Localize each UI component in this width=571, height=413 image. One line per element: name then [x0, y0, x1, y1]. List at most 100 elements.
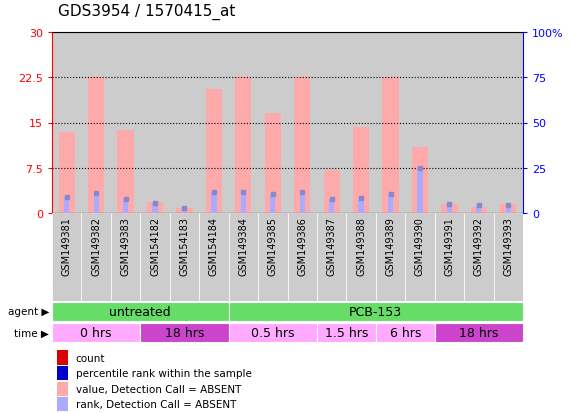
- Text: GSM154182: GSM154182: [150, 216, 160, 275]
- Bar: [211, 193, 216, 214]
- Bar: [206, 90, 222, 214]
- Bar: [493, 214, 523, 301]
- Text: 18 hrs: 18 hrs: [459, 326, 498, 339]
- Bar: [493, 33, 523, 214]
- Text: GSM149393: GSM149393: [503, 216, 513, 275]
- Bar: [471, 207, 487, 214]
- Bar: [152, 204, 158, 214]
- Text: GSM149387: GSM149387: [327, 216, 337, 275]
- Bar: [376, 323, 435, 342]
- Bar: [353, 128, 369, 214]
- Bar: [228, 214, 258, 301]
- Bar: [435, 214, 464, 301]
- Bar: [241, 193, 246, 214]
- Bar: [447, 204, 452, 214]
- Bar: [435, 33, 464, 214]
- Text: GSM149381: GSM149381: [62, 216, 72, 275]
- Bar: [94, 194, 99, 214]
- Bar: [57, 366, 69, 380]
- Bar: [329, 200, 334, 214]
- Bar: [417, 169, 423, 214]
- Bar: [118, 131, 134, 214]
- Text: percentile rank within the sample: percentile rank within the sample: [75, 368, 251, 378]
- Text: GSM149389: GSM149389: [385, 216, 396, 275]
- Bar: [288, 214, 317, 301]
- Bar: [317, 214, 347, 301]
- Text: GSM149391: GSM149391: [444, 216, 455, 275]
- Bar: [140, 323, 228, 342]
- Text: GSM149383: GSM149383: [120, 216, 131, 275]
- Bar: [359, 198, 364, 214]
- Bar: [435, 323, 523, 342]
- Bar: [52, 214, 82, 301]
- Text: 1.5 hrs: 1.5 hrs: [325, 326, 368, 339]
- Bar: [182, 208, 187, 214]
- Text: GDS3954 / 1570415_at: GDS3954 / 1570415_at: [58, 4, 235, 20]
- Bar: [506, 205, 511, 214]
- Text: GSM149390: GSM149390: [415, 216, 425, 275]
- Bar: [228, 323, 317, 342]
- Bar: [228, 33, 258, 214]
- Bar: [324, 170, 340, 214]
- Text: GSM154184: GSM154184: [209, 216, 219, 275]
- Text: value, Detection Call = ABSENT: value, Detection Call = ABSENT: [75, 384, 241, 394]
- Text: 6 hrs: 6 hrs: [389, 326, 421, 339]
- Bar: [199, 214, 228, 301]
- Bar: [412, 147, 428, 214]
- Bar: [300, 193, 305, 214]
- Bar: [140, 33, 170, 214]
- Bar: [52, 33, 82, 214]
- Text: GSM149388: GSM149388: [356, 216, 366, 275]
- Bar: [170, 214, 199, 301]
- Bar: [294, 78, 310, 214]
- Bar: [476, 205, 481, 214]
- Bar: [405, 33, 435, 214]
- Bar: [111, 33, 140, 214]
- Bar: [199, 33, 228, 214]
- Bar: [140, 214, 170, 301]
- Bar: [147, 203, 163, 214]
- Text: 18 hrs: 18 hrs: [165, 326, 204, 339]
- Bar: [123, 199, 128, 214]
- Text: GSM149382: GSM149382: [91, 216, 101, 275]
- Bar: [57, 397, 69, 412]
- Bar: [82, 33, 111, 214]
- Bar: [64, 197, 69, 214]
- Bar: [176, 208, 192, 214]
- Text: 0.5 hrs: 0.5 hrs: [251, 326, 295, 339]
- Text: GSM149385: GSM149385: [268, 216, 278, 275]
- Bar: [317, 33, 347, 214]
- Bar: [347, 33, 376, 214]
- Text: count: count: [75, 353, 105, 363]
- Text: GSM154183: GSM154183: [179, 216, 190, 275]
- Bar: [265, 114, 281, 214]
- Bar: [376, 33, 405, 214]
- Bar: [441, 204, 457, 214]
- Text: 0 hrs: 0 hrs: [81, 326, 112, 339]
- Text: GSM149384: GSM149384: [238, 216, 248, 275]
- Bar: [52, 323, 140, 342]
- Bar: [228, 302, 523, 321]
- Bar: [500, 204, 516, 214]
- Bar: [57, 382, 69, 396]
- Bar: [59, 132, 75, 214]
- Text: time ▶: time ▶: [14, 328, 49, 338]
- Text: PCB-153: PCB-153: [349, 305, 403, 318]
- Text: GSM149392: GSM149392: [474, 216, 484, 275]
- Text: untreated: untreated: [110, 305, 171, 318]
- Bar: [235, 78, 251, 214]
- Bar: [258, 33, 288, 214]
- Bar: [376, 214, 405, 301]
- Text: GSM149386: GSM149386: [297, 216, 307, 275]
- Bar: [52, 302, 228, 321]
- Bar: [288, 33, 317, 214]
- Text: agent ▶: agent ▶: [8, 307, 49, 317]
- Bar: [258, 214, 288, 301]
- Bar: [388, 195, 393, 214]
- Bar: [383, 78, 399, 214]
- Bar: [317, 323, 376, 342]
- Bar: [57, 351, 69, 365]
- Bar: [88, 78, 104, 214]
- Bar: [464, 33, 493, 214]
- Bar: [347, 214, 376, 301]
